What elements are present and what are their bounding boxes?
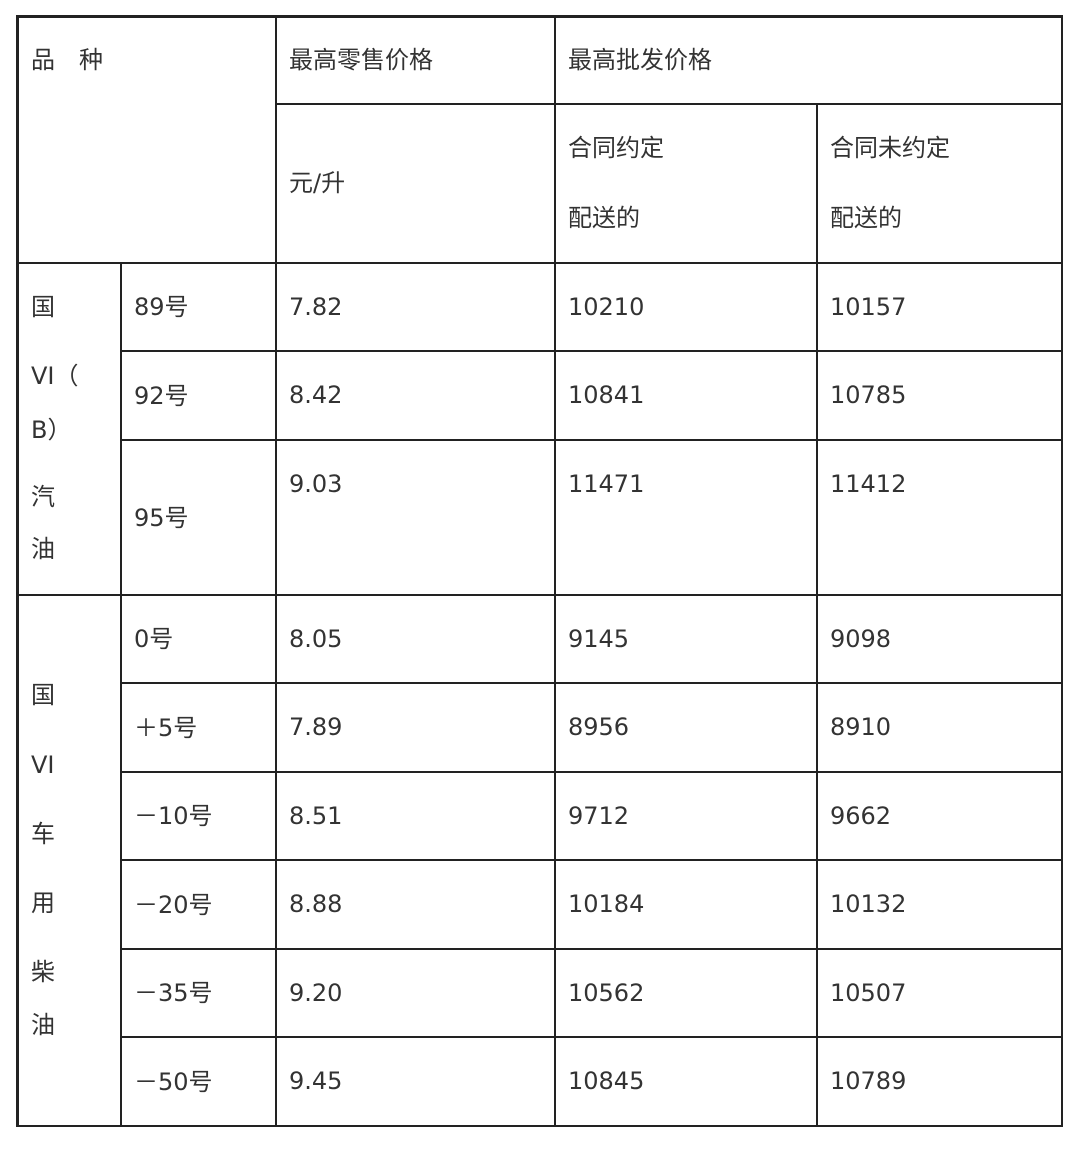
header-retail: 最高零售价格 <box>289 46 433 74</box>
header-contract-cell <box>554 103 818 264</box>
retail-cell <box>275 771 556 861</box>
retail-cell <box>275 439 556 596</box>
grade-cell <box>120 350 277 441</box>
header-variety: 品 种 <box>31 46 103 74</box>
no-contract-cell <box>816 1036 1063 1127</box>
grade-cell <box>120 439 277 596</box>
no-contract-cell <box>816 350 1063 441</box>
group-label-line: 油 <box>31 1011 55 1039</box>
no-contract-price: 10132 <box>830 890 907 918</box>
no-contract-cell <box>816 262 1063 352</box>
retail-price: 8.88 <box>289 890 343 918</box>
retail-price: 7.89 <box>289 713 343 741</box>
contract-price: 10184 <box>568 890 645 918</box>
no-contract-price: 9098 <box>830 625 892 653</box>
grade: －10号 <box>134 802 213 830</box>
retail-price: 9.03 <box>289 470 343 498</box>
group-label-line: 国 <box>31 681 55 709</box>
contract-cell <box>554 350 818 441</box>
no-contract-cell <box>816 948 1063 1038</box>
group-label-line: 用 <box>31 889 55 917</box>
header-no-contract-line1: 合同未约定 <box>830 134 950 162</box>
no-contract-price: 11412 <box>830 470 907 498</box>
contract-cell <box>554 262 818 352</box>
grade: 95号 <box>134 503 189 532</box>
retail-cell <box>275 948 556 1038</box>
grade-cell <box>120 262 277 352</box>
group-label-line: 汽 <box>31 483 55 511</box>
retail-price: 8.05 <box>289 625 343 653</box>
no-contract-cell <box>816 771 1063 861</box>
retail-cell <box>275 262 556 352</box>
no-contract-price: 10789 <box>830 1067 907 1095</box>
header-retail-unit-cell <box>275 103 556 264</box>
contract-price: 10210 <box>568 293 645 321</box>
contract-cell <box>554 682 818 773</box>
grade: ＋5号 <box>134 713 198 742</box>
group-label-line: VI <box>31 751 55 779</box>
contract-price: 10562 <box>568 979 645 1007</box>
retail-price: 8.42 <box>289 381 343 409</box>
contract-cell <box>554 439 818 596</box>
retail-price: 7.82 <box>289 293 343 321</box>
header-retail-unit: 元/升 <box>289 169 346 197</box>
group-label-line: VI（ <box>31 362 79 390</box>
retail-cell <box>275 859 556 950</box>
grade: －20号 <box>134 890 213 919</box>
group-label-cell <box>16 262 122 596</box>
no-contract-cell <box>816 594 1063 684</box>
group-label-line: 油 <box>31 535 55 563</box>
group-label-line: 车 <box>31 820 55 848</box>
header-contract-line1: 合同约定 <box>568 134 664 162</box>
no-contract-cell <box>816 439 1063 596</box>
header-wholesale-cell <box>554 15 1063 105</box>
retail-cell <box>275 350 556 441</box>
header-contract-line2: 配送的 <box>568 204 640 232</box>
contract-price: 10841 <box>568 381 645 409</box>
grade-cell <box>120 682 277 773</box>
no-contract-cell <box>816 859 1063 950</box>
contract-cell <box>554 948 818 1038</box>
grade: 89号 <box>134 293 189 321</box>
contract-cell <box>554 771 818 861</box>
grade-cell <box>120 859 277 950</box>
header-wholesale: 最高批发价格 <box>568 46 712 74</box>
retail-price: 9.20 <box>289 979 343 1007</box>
retail-cell <box>275 594 556 684</box>
header-no-contract-line2: 配送的 <box>830 204 902 232</box>
header-variety-cell <box>16 15 277 264</box>
no-contract-price: 9662 <box>830 802 892 830</box>
retail-price: 8.51 <box>289 802 343 830</box>
group-label-line: 国 <box>31 293 55 321</box>
no-contract-price: 10507 <box>830 979 907 1007</box>
grade-cell <box>120 594 277 684</box>
no-contract-cell <box>816 682 1063 773</box>
contract-price: 8956 <box>568 713 630 741</box>
grade: －50号 <box>134 1067 213 1096</box>
contract-price: 10845 <box>568 1067 645 1095</box>
contract-price: 9145 <box>568 625 630 653</box>
grade: －35号 <box>134 979 213 1007</box>
contract-price: 11471 <box>568 470 645 498</box>
group-label-line: B） <box>31 416 72 444</box>
contract-cell <box>554 859 818 950</box>
retail-price: 9.45 <box>289 1067 343 1095</box>
grade: 92号 <box>134 381 189 410</box>
retail-cell <box>275 1036 556 1127</box>
grade-cell <box>120 771 277 861</box>
retail-cell <box>275 682 556 773</box>
grade-cell <box>120 1036 277 1127</box>
no-contract-price: 8910 <box>830 713 892 741</box>
contract-cell <box>554 594 818 684</box>
header-retail-cell <box>275 15 556 105</box>
group-label-line: 柴 <box>31 958 55 986</box>
contract-price: 9712 <box>568 802 630 830</box>
no-contract-price: 10785 <box>830 381 907 409</box>
header-no-contract-cell <box>816 103 1063 264</box>
grade: 0号 <box>134 625 174 653</box>
contract-cell <box>554 1036 818 1127</box>
no-contract-price: 10157 <box>830 293 907 321</box>
grade-cell <box>120 948 277 1038</box>
group-label-cell <box>16 594 122 1127</box>
